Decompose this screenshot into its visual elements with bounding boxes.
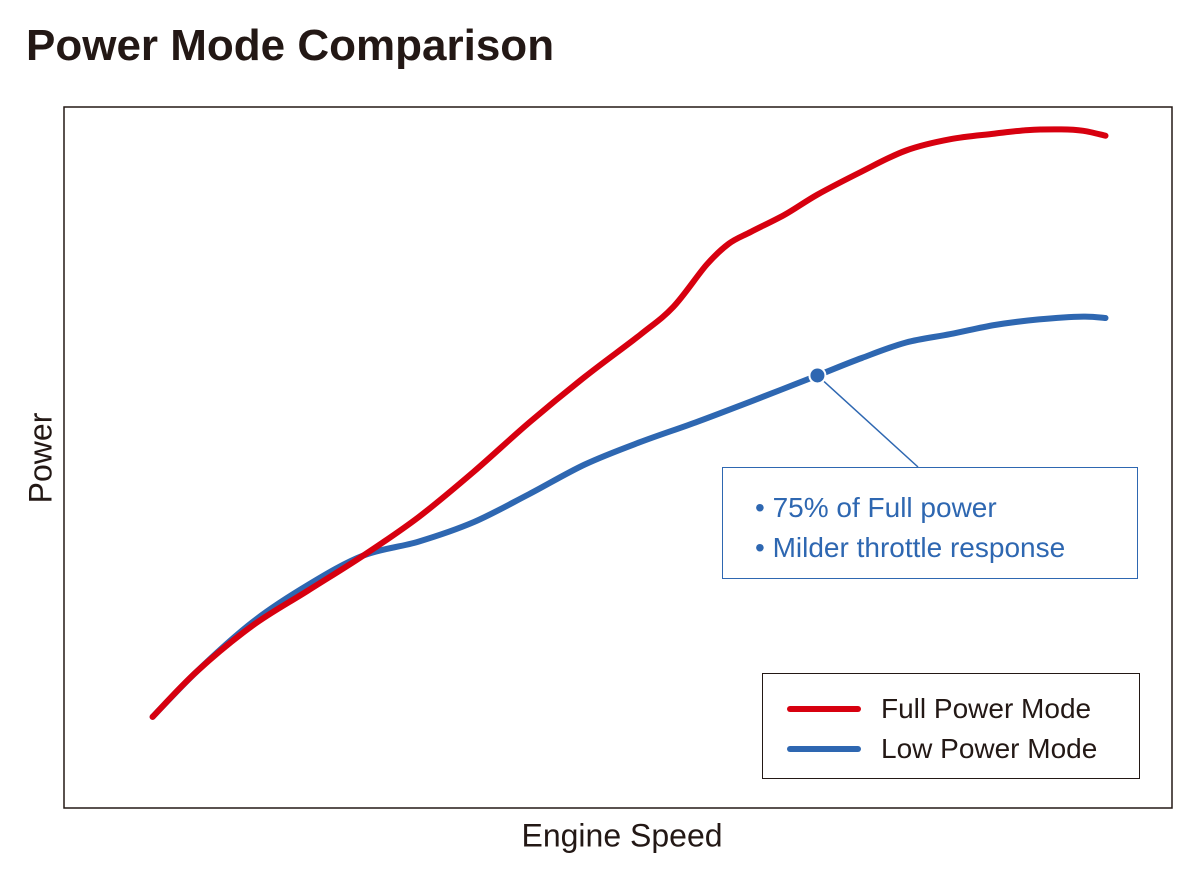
chart-legend: Full Power Mode Low Power Mode xyxy=(762,673,1140,779)
legend-label-low-power: Low Power Mode xyxy=(881,733,1098,764)
annotation-layer xyxy=(808,366,919,468)
annotation-line-throttle: • Milder throttle response xyxy=(755,532,1066,563)
legend-label-full-power: Full Power Mode xyxy=(881,693,1092,724)
legend-item-full-power: Full Power Mode xyxy=(787,689,1091,729)
annotation-point-marker xyxy=(808,366,827,385)
annotation-line-power: • 75% of Full power xyxy=(755,492,997,523)
series-line-full-power-mode xyxy=(149,126,1109,720)
legend-item-low-power: Low Power Mode xyxy=(787,729,1097,769)
annotation-callout: • 75% of Full power • Milder throttle re… xyxy=(722,467,1138,579)
legend-swatch-full-power xyxy=(787,706,861,712)
series-line-low-power-mode xyxy=(149,313,1109,720)
chart-title: Power Mode Comparison xyxy=(26,21,555,70)
annotation-leader-line xyxy=(816,374,919,468)
x-axis-label: Engine Speed xyxy=(521,817,723,854)
series-layer xyxy=(149,126,1109,720)
legend-swatch-low-power xyxy=(787,746,861,752)
